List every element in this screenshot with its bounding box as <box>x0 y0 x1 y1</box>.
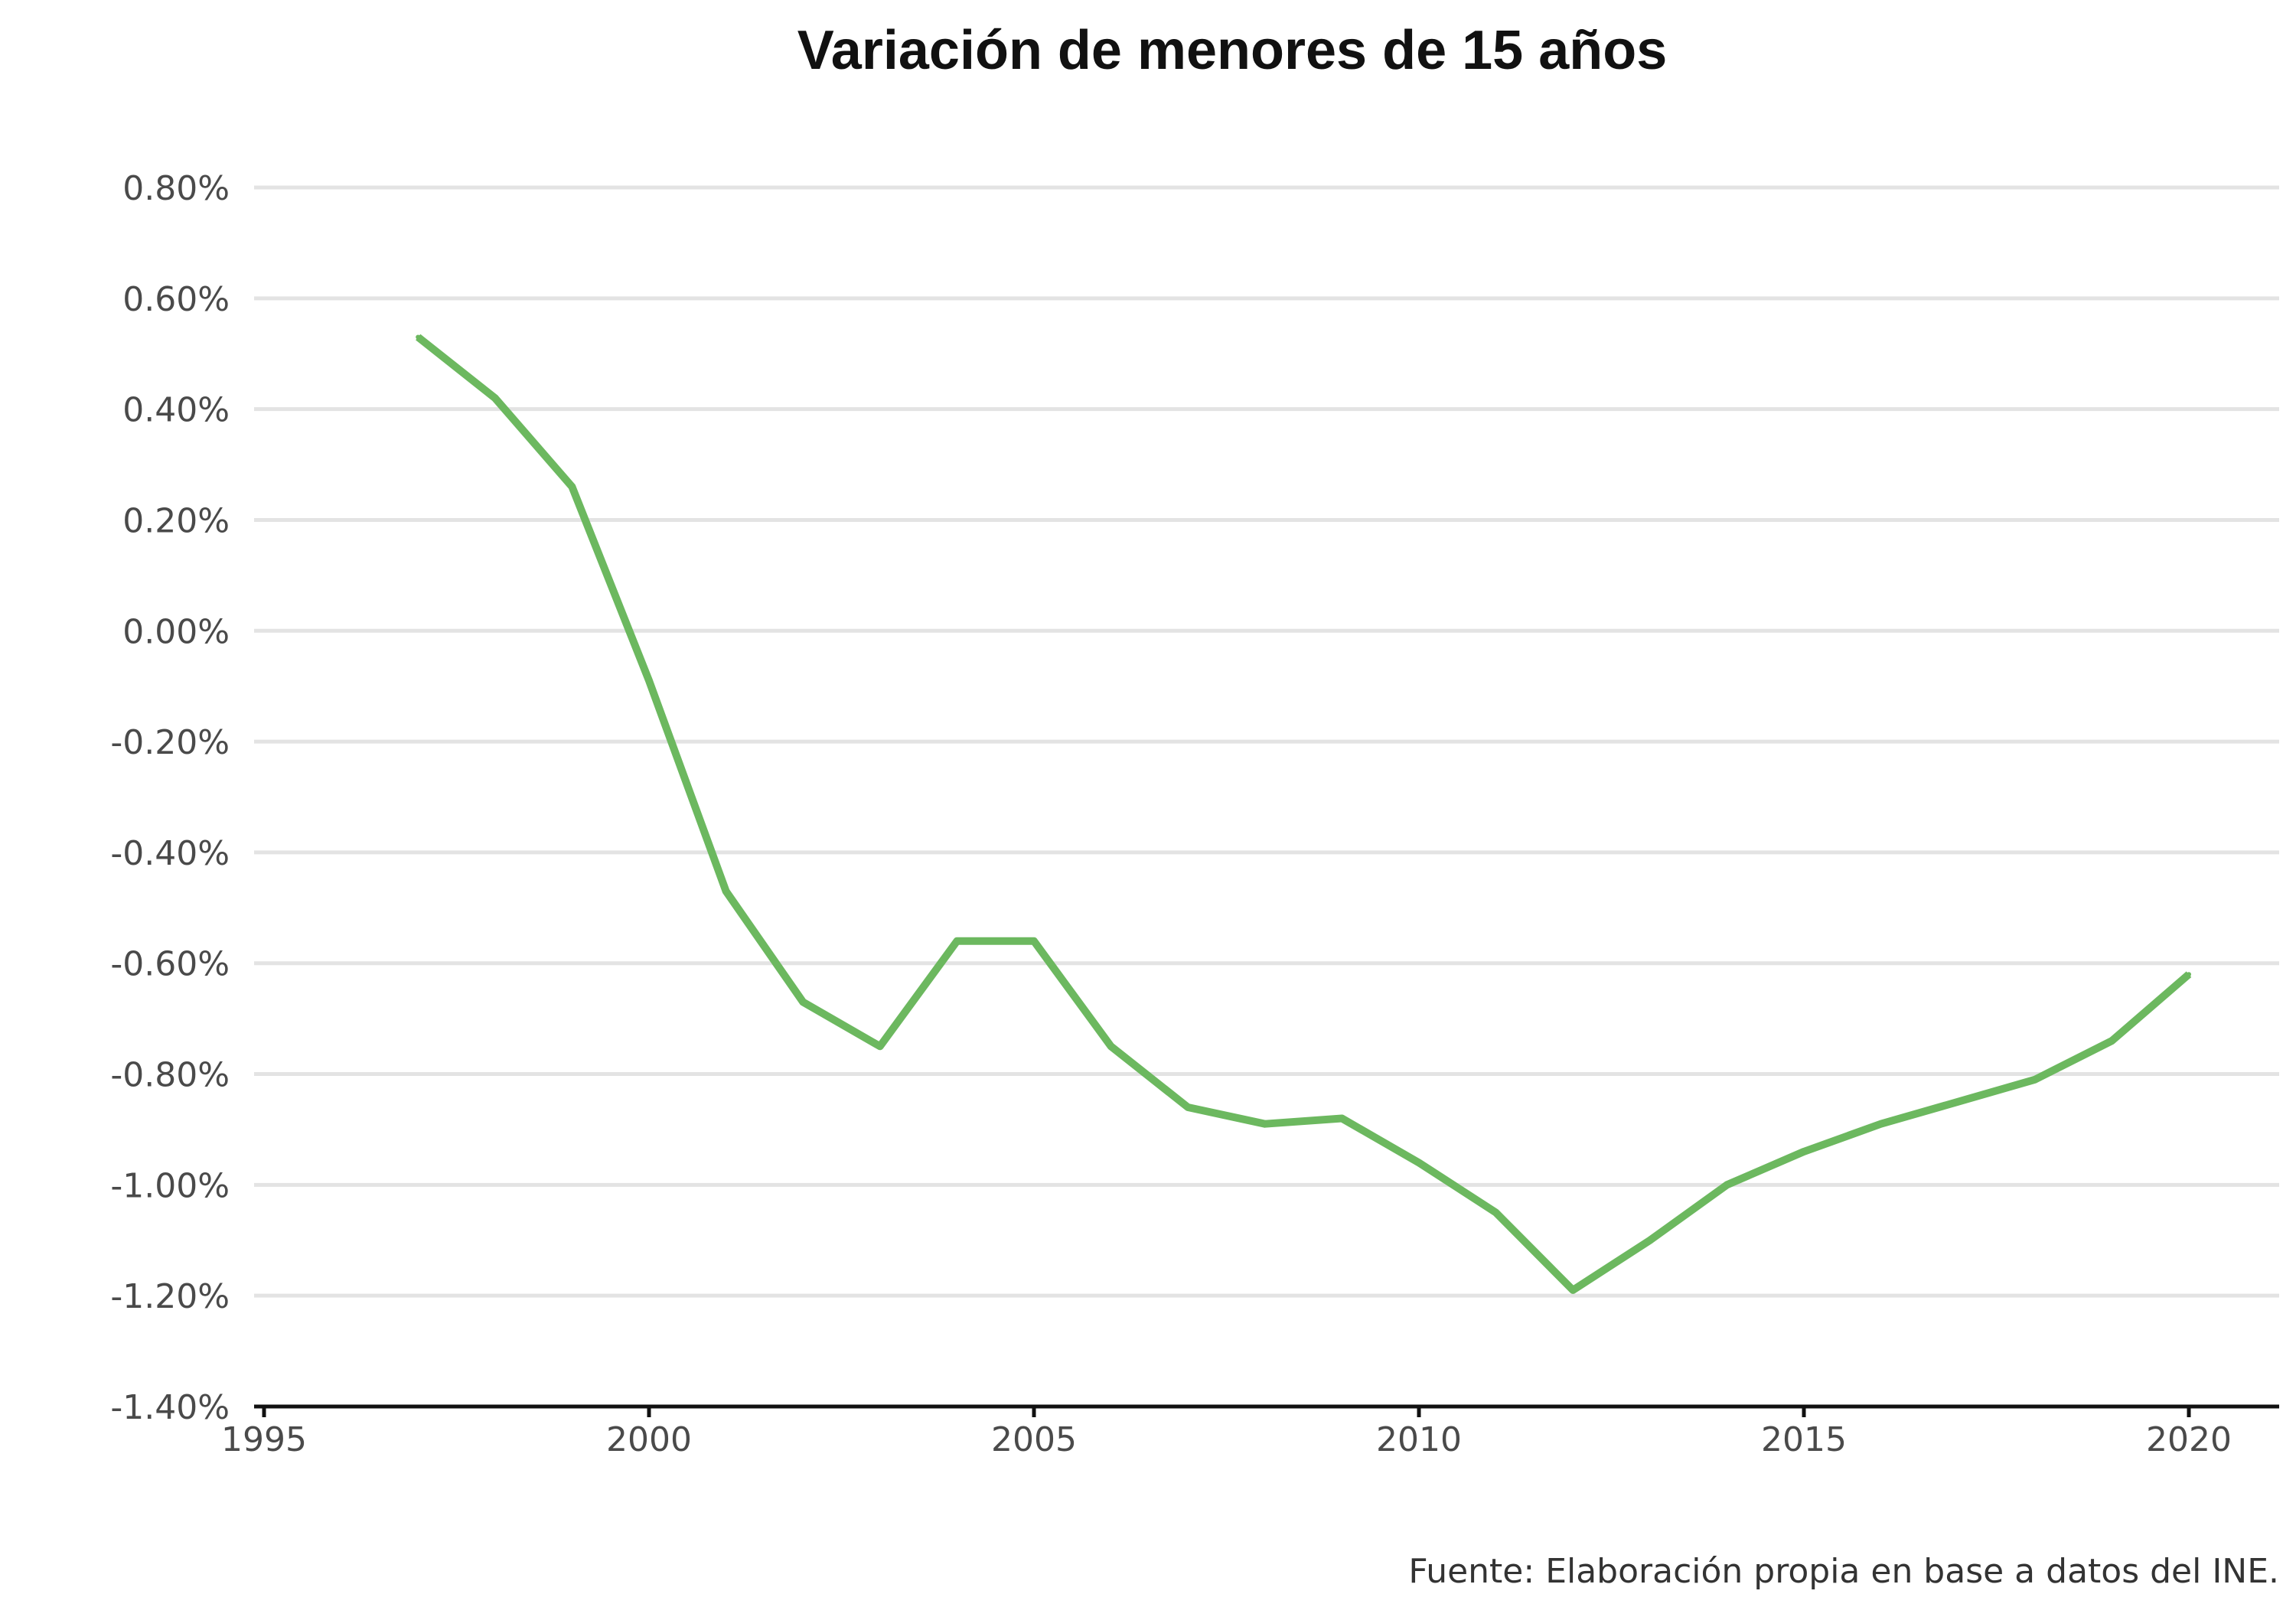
data-point <box>2032 1077 2037 1082</box>
data-point <box>2109 1038 2115 1044</box>
data-point <box>954 938 960 944</box>
x-tick-label: 2000 <box>606 1420 692 1459</box>
data-point <box>1339 1116 1345 1121</box>
data-point <box>1570 1287 1576 1292</box>
y-tick-label: -0.20% <box>110 723 230 762</box>
x-tick-label: 2010 <box>1376 1420 1462 1459</box>
x-tick-label: 2005 <box>991 1420 1077 1459</box>
chart-title: Variación de menores de 15 años <box>797 20 1668 81</box>
data-point <box>1262 1121 1267 1126</box>
data-point <box>723 888 729 894</box>
y-tick-label: -0.80% <box>110 1056 230 1095</box>
data-point <box>1955 1099 1961 1104</box>
x-tick-label: 2020 <box>2146 1420 2232 1459</box>
y-tick-label: -0.60% <box>110 945 230 984</box>
data-point <box>1493 1210 1499 1215</box>
data-point <box>1032 938 1036 944</box>
data-point <box>1108 1044 1114 1049</box>
y-tick-label: 0.80% <box>122 169 230 208</box>
data-point <box>1186 1104 1191 1110</box>
data-point <box>647 678 651 683</box>
data-point <box>1647 1237 1652 1243</box>
y-tick-label: -1.40% <box>110 1388 230 1427</box>
y-tick-label: 0.00% <box>122 612 230 651</box>
data-point <box>492 396 497 401</box>
data-point <box>1878 1121 1883 1126</box>
data-point <box>416 334 421 340</box>
data-point <box>569 484 575 490</box>
x-tick-label: 1995 <box>221 1420 307 1459</box>
data-point <box>801 999 806 1005</box>
data-point <box>2187 972 2191 977</box>
x-axis-ticks: 1995 2000 2005 2010 2015 2020 <box>221 1407 2232 1459</box>
y-tick-label: -1.00% <box>110 1166 230 1205</box>
data-point <box>1724 1182 1730 1188</box>
y-tick-label: 0.20% <box>122 501 230 540</box>
x-tick-label: 2015 <box>1761 1420 1847 1459</box>
grid-lines <box>254 185 2279 1298</box>
data-point <box>1802 1149 1806 1154</box>
series-layer <box>416 334 2192 1294</box>
y-axis-tick-labels: 0.80% 0.60% 0.40% 0.20% 0.00% -0.20% -0.40% -0.… <box>110 169 230 1427</box>
series-line <box>416 334 2192 1294</box>
y-tick-label: 0.60% <box>122 280 230 319</box>
data-point <box>1417 1160 1421 1165</box>
y-tick-label: 0.40% <box>122 391 230 430</box>
y-tick-label: -1.20% <box>110 1277 230 1316</box>
data-point <box>877 1044 882 1049</box>
source-note: Fuente: Elaboración propia en base a dat… <box>1408 1552 2279 1591</box>
y-tick-label: -0.40% <box>110 834 230 873</box>
